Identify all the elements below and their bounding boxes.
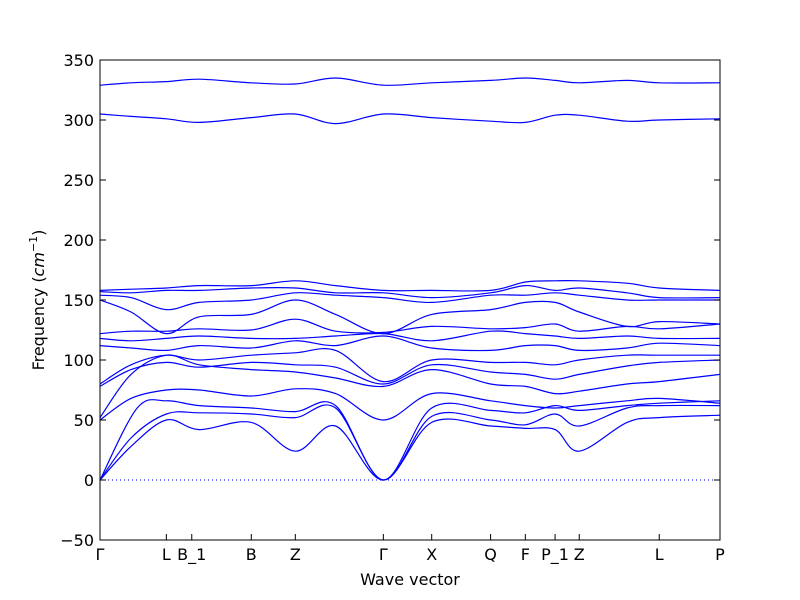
phonon-branch-10 <box>99 318 721 335</box>
phonon-branch-12 <box>99 292 720 311</box>
x-tick-label: F <box>521 545 530 564</box>
x-tick-label: Z <box>290 545 301 564</box>
x-tick-label: Γ <box>379 545 388 564</box>
phonon-branch-14 <box>99 279 721 292</box>
y-axis-label-prefix: Frequency ( <box>29 276 48 370</box>
phonon-branch-7 <box>99 348 720 385</box>
phonon-branch-8 <box>99 335 721 352</box>
y-tick-label: 300 <box>63 111 94 130</box>
x-tick-label: B_1 <box>177 545 206 565</box>
y-axis-label-exponent: −1 <box>27 236 40 252</box>
phonon-branch-6 <box>99 359 721 387</box>
plot-area <box>99 77 721 481</box>
x-tick-label: P <box>715 545 725 564</box>
x-tick-label: Z <box>574 545 585 564</box>
x-tick-label: L <box>655 545 664 564</box>
y-tick-label: 100 <box>63 351 94 370</box>
x-tick-label: P_1 <box>541 545 569 565</box>
phonon-branch-2 <box>99 404 721 481</box>
y-tick-label: 150 <box>63 291 94 310</box>
y-tick-label: 350 <box>63 51 94 70</box>
x-tick-label: X <box>426 545 437 564</box>
x-axis-label: Wave vector <box>360 570 460 589</box>
y-tick-label: 250 <box>63 171 94 190</box>
phonon-branch-9 <box>99 330 721 342</box>
phonon-branch-13 <box>99 284 721 299</box>
y-axis-label-unit: cm <box>29 252 48 276</box>
y-tick-label: 50 <box>74 411 94 430</box>
y-tick-label: −50 <box>60 531 94 550</box>
x-tick-label: L <box>162 545 171 564</box>
phonon-branch-16 <box>99 77 721 86</box>
phonon-branch-4 <box>99 388 721 421</box>
y-axis-label: Frequency (cm−1) <box>27 230 48 371</box>
axis-ticks: −50 0 50 100 150 200 250 300 350 Γ L B_1 B Z Γ X Q F P_1 Z L… <box>60 51 725 565</box>
phonon-branch-11 <box>99 299 721 335</box>
x-tick-label: Γ <box>96 545 105 564</box>
y-tick-label: 200 <box>63 231 94 250</box>
phonon-branch-15 <box>99 113 721 125</box>
plot-frame <box>99 59 721 541</box>
y-axis-label-suffix: ) <box>29 230 48 236</box>
x-tick-label: B <box>246 545 257 564</box>
y-tick-label: 0 <box>84 471 94 490</box>
x-tick-label: Q <box>484 545 497 564</box>
phonon-branch-5 <box>99 354 721 418</box>
phonon-branch-3 <box>99 399 721 481</box>
